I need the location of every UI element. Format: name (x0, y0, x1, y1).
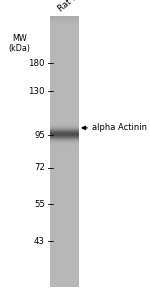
Text: 55: 55 (34, 200, 45, 209)
Text: 130: 130 (28, 87, 45, 96)
Text: 43: 43 (34, 237, 45, 245)
Text: 95: 95 (34, 131, 45, 140)
Text: MW
(kDa): MW (kDa) (9, 34, 30, 53)
Text: Rat brain: Rat brain (56, 0, 92, 13)
Text: alpha Actinin 1: alpha Actinin 1 (92, 123, 150, 132)
Text: 180: 180 (28, 59, 45, 68)
Text: 72: 72 (34, 163, 45, 172)
